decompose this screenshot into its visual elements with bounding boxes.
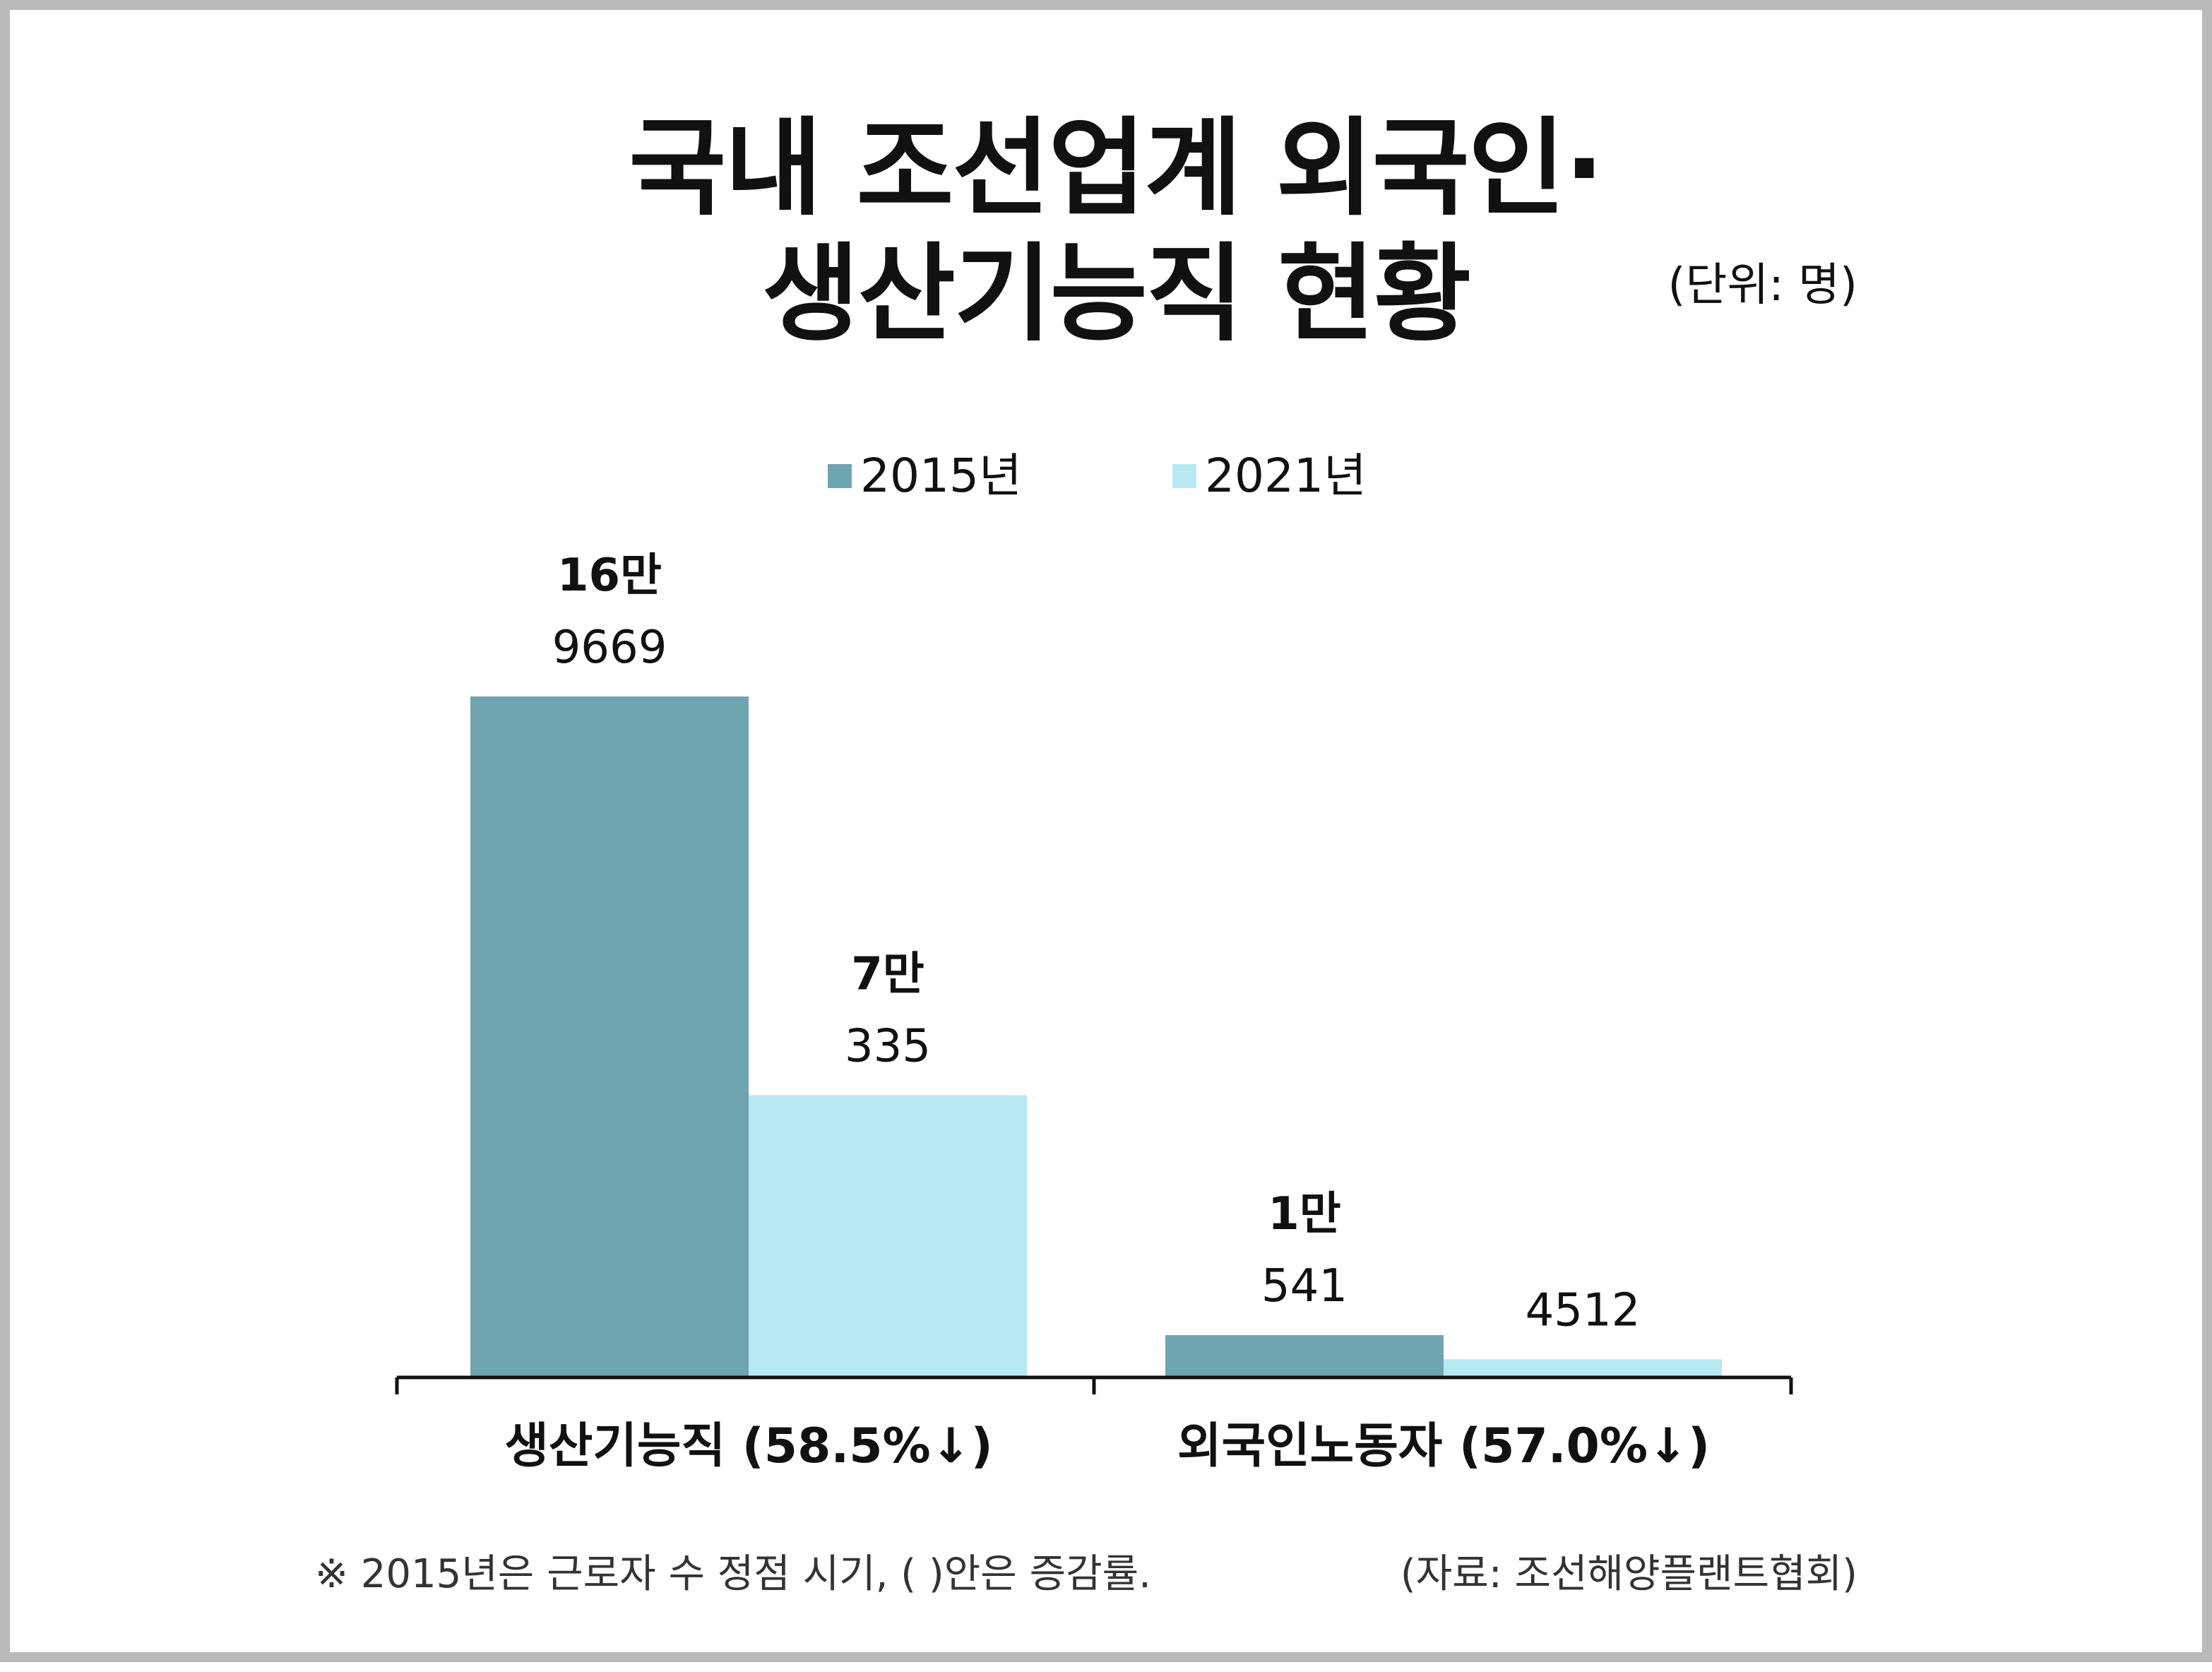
chart-title-line-1: 국내 조선업계 외국인·	[629, 107, 1604, 230]
category-label-1: 외국인노동자 (57.0%↓)	[1177, 1418, 1710, 1474]
legend-label-2021: 2021년	[1205, 449, 1367, 503]
data-label-minor-1-1: 4512	[1526, 1284, 1641, 1336]
category-label-0: 생산기능직 (58.5%↓)	[504, 1418, 993, 1474]
legend-swatch-2015	[828, 464, 852, 488]
data-label-major-0-0: 16만	[557, 550, 662, 602]
data-label-minor-1-0: 541	[1261, 1260, 1348, 1312]
data-label-minor-0-0: 9669	[552, 622, 667, 674]
legend-item-2021: 2021년	[1172, 448, 1367, 504]
bar-0-1	[749, 1095, 1027, 1377]
footnote-text: ※ 2015년은 근로자 수 정점 시기, ( )안은 증감률.	[315, 1551, 1151, 1597]
legend-label-2015: 2015년	[860, 449, 1022, 503]
bar-1-1	[1444, 1359, 1722, 1377]
bar-chart: 16만 9669 7만 335 생산기능직 (58.5%↓) 1만 541 4512 외국인노동…	[395, 550, 1793, 1474]
bar-0-0	[470, 696, 749, 1377]
data-label-minor-0-1: 335	[845, 1020, 931, 1072]
unit-label: (단위: 명)	[1667, 259, 1857, 312]
legend-item-2015: 2015년	[828, 448, 1022, 504]
data-label-major-1-0: 1만	[1268, 1188, 1340, 1240]
data-label-major-0-1: 7만	[851, 948, 924, 1000]
legend-swatch-2021	[1172, 464, 1196, 488]
chart-title-line-2: 생산기능직 현황	[761, 233, 1471, 356]
bar-1-0	[1165, 1335, 1444, 1377]
source-text: (자료: 조선해양플랜트협회)	[1400, 1551, 1857, 1597]
